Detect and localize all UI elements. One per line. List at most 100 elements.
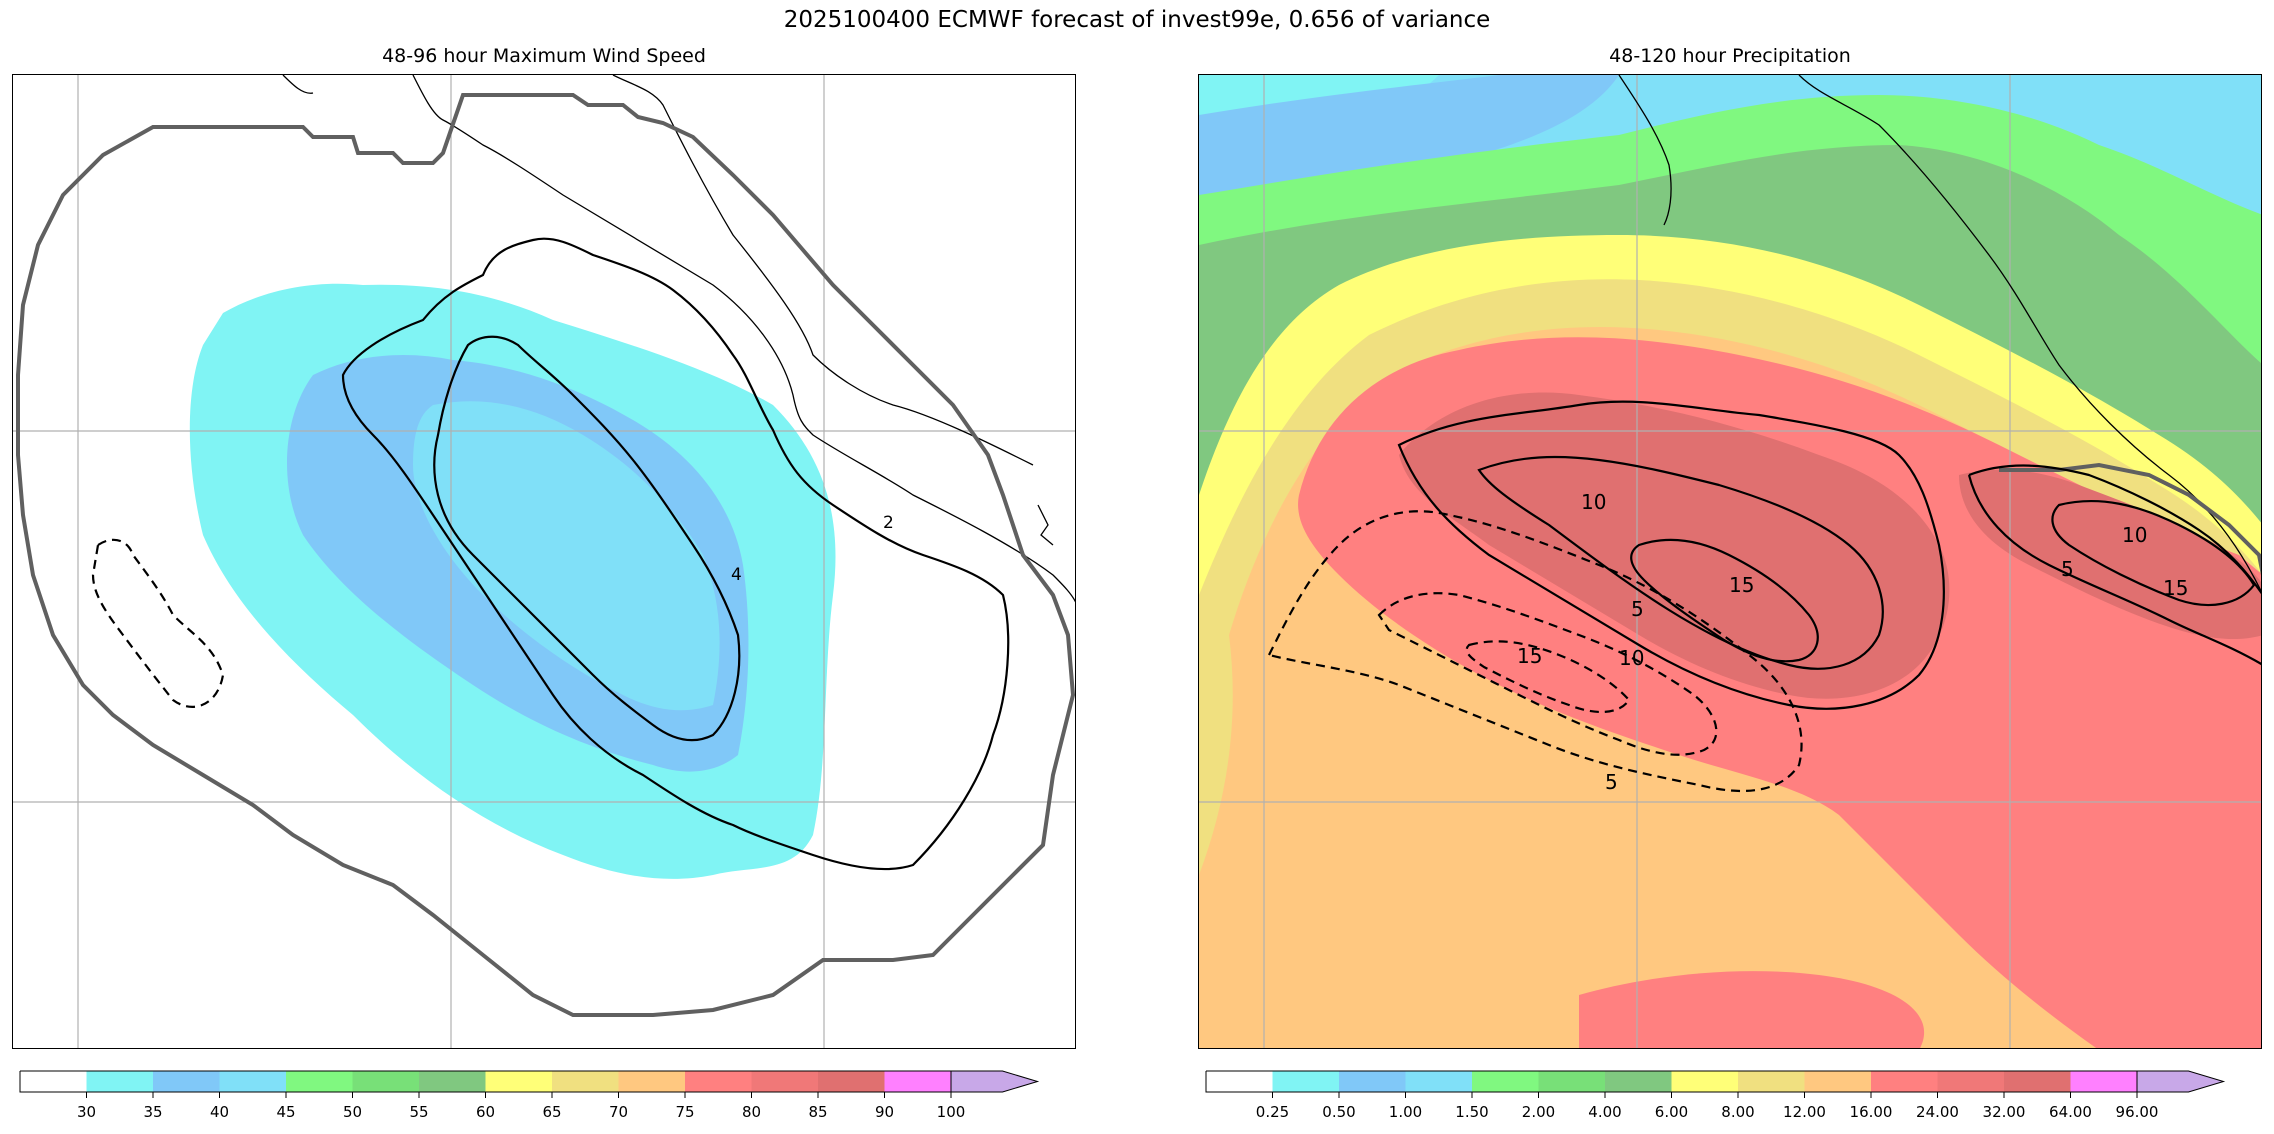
- colorbar-outline: [1205, 1070, 2137, 1093]
- colorbar-segment: [2004, 1071, 2071, 1092]
- colorbar-tick-label: 75: [675, 1103, 695, 1121]
- colorbar-segment: [1538, 1071, 1605, 1092]
- colorbar-extend-arrow: [2136, 1070, 2226, 1093]
- precip-contour-east-10: [2051, 499, 2256, 607]
- colorbar-tick-label: 55: [409, 1103, 429, 1121]
- precip-contour-label: 10: [1619, 646, 1644, 670]
- precip-map-canvas: 10 15 5 10 15 5 10 5 15: [1199, 75, 2261, 1048]
- colorbar-tick-label: 24.00: [1916, 1103, 1959, 1121]
- colorbar-segment: [618, 1071, 685, 1092]
- precip-contour-dashed-15: [1465, 640, 1631, 714]
- colorbar-segment: [1937, 1071, 2004, 1092]
- wind-contour-30: [16, 93, 1075, 1017]
- colorbar-segment: [485, 1071, 552, 1092]
- colorbar-tick-label: 45: [276, 1103, 296, 1121]
- colorbar-segment: [552, 1071, 619, 1092]
- precip-contour-label: 15: [2163, 576, 2188, 600]
- colorbar-tick-label: 0.25: [1255, 1103, 1290, 1121]
- colorbar-segment: [1605, 1071, 1672, 1092]
- colorbar-segment: [419, 1071, 486, 1092]
- colorbar-segment: [1272, 1071, 1339, 1092]
- colorbar-tick-label: 12.00: [1783, 1103, 1826, 1121]
- precip-fill-red-south: [1579, 971, 1924, 1048]
- colorbar-segment: [818, 1071, 885, 1092]
- wind-contour-2: [341, 237, 1010, 871]
- colorbar-extend-arrow: [950, 1070, 1040, 1093]
- wind-colorbar-canvas: [19, 1070, 1040, 1098]
- wind-map: 2 4: [12, 74, 1076, 1049]
- colorbar-segment: [1738, 1071, 1805, 1092]
- colorbar-segment: [1804, 1071, 1871, 1092]
- colorbar-segment: [1871, 1071, 1938, 1092]
- colorbar-tick-label: 6.00: [1654, 1103, 1689, 1121]
- colorbar-tick-label: 8.00: [1721, 1103, 1755, 1121]
- precip-contour-label: 15: [1729, 573, 1754, 597]
- colorbar-tick-label: 90: [874, 1103, 895, 1121]
- colorbar-segment: [286, 1071, 353, 1092]
- precip-contour-label: 5: [2061, 557, 2074, 581]
- precip-fill-darkred-east: [1959, 469, 2261, 640]
- colorbar-tick-label: 1.50: [1455, 1103, 1489, 1121]
- colorbar-segment: [1339, 1071, 1406, 1092]
- wind-coastline: [282, 75, 1075, 603]
- precip-contour-east-5: [1967, 464, 2261, 666]
- colorbar-segment: [2070, 1071, 2137, 1092]
- wind-panel-title: 48-96 hour Maximum Wind Speed: [382, 45, 706, 67]
- colorbar-tick-label: 35: [143, 1103, 163, 1121]
- colorbar-tick-label: 40: [209, 1103, 230, 1121]
- colorbar-tick-label: 16.00: [1849, 1103, 1893, 1121]
- colorbar-segment: [884, 1071, 951, 1092]
- precip-panel-title: 48-120 hour Precipitation: [1609, 45, 1851, 67]
- colorbar-segment: [685, 1071, 752, 1092]
- wind-colorbar: [19, 1070, 1070, 1098]
- colorbar-tick-label: 96.00: [2115, 1103, 2159, 1121]
- colorbar-segment: [1206, 1071, 1273, 1092]
- colorbar-tick-label: 70: [608, 1103, 629, 1121]
- colorbar-tick-label: 60: [475, 1103, 496, 1121]
- wind-map-canvas: 2 4: [13, 75, 1075, 1048]
- precip-gridlines: [1199, 75, 2261, 1048]
- colorbar-tick-label: 30: [76, 1103, 97, 1121]
- figure-title: 2025100400 ECMWF forecast of invest99e, …: [783, 7, 1491, 33]
- precip-contour-dashed-10: [1377, 592, 1718, 756]
- wind-contour-label: 4: [731, 565, 742, 585]
- colorbar-segment: [86, 1071, 153, 1092]
- colorbar-tick-label: 80: [741, 1103, 762, 1121]
- colorbar-tick-label: 65: [542, 1103, 562, 1121]
- precip-contour-dashed-5: [1267, 510, 1803, 793]
- wind-fill-45-50: [413, 401, 720, 711]
- precip-contour-label: 5: [1631, 597, 1644, 621]
- precip-contour-label: 10: [1581, 490, 1606, 514]
- colorbar-segment: [1671, 1071, 1738, 1092]
- precip-contour-5: [1397, 400, 1945, 710]
- colorbar-tick-label: 2.00: [1521, 1103, 1556, 1121]
- colorbar-tick-label: 32.00: [1982, 1103, 2026, 1121]
- precip-contour-10: [1477, 455, 1884, 670]
- colorbar-tick-label: 0.50: [1322, 1103, 1356, 1121]
- precip-contour-label: 5: [1605, 770, 1618, 794]
- wind-contour-4: [433, 335, 741, 742]
- precip-contour-15: [1630, 538, 1819, 663]
- colorbar-segment: [219, 1071, 286, 1092]
- colorbar-tick-label: 85: [808, 1103, 828, 1121]
- colorbar-segment: [20, 1071, 87, 1092]
- colorbar-tick-label: 100: [936, 1103, 966, 1121]
- colorbar-tick-label: 1.00: [1388, 1103, 1423, 1121]
- wind-gridlines: [13, 75, 1075, 1048]
- precip-colorbar-canvas: [1205, 1070, 2226, 1098]
- precip-map: 10 15 5 10 15 5 10 5 15: [1198, 74, 2262, 1049]
- colorbar-segment: [1472, 1071, 1539, 1092]
- precip-colorbar: [1205, 1070, 2256, 1098]
- wind-contour-dashed: [91, 538, 225, 708]
- colorbar-segment: [352, 1071, 419, 1092]
- wind-contour-label: 2: [883, 513, 894, 533]
- precip-contour-label: 15: [1517, 644, 1542, 668]
- colorbar-outline: [19, 1070, 951, 1093]
- colorbar-segment: [751, 1071, 818, 1092]
- colorbar-tick-label: 4.00: [1588, 1103, 1622, 1121]
- colorbar-tick-label: 50: [342, 1103, 363, 1121]
- colorbar-segment: [1405, 1071, 1472, 1092]
- precip-coastline: [1618, 75, 2261, 593]
- colorbar-tick-label: 64.00: [2049, 1103, 2092, 1121]
- colorbar-segment: [153, 1071, 220, 1092]
